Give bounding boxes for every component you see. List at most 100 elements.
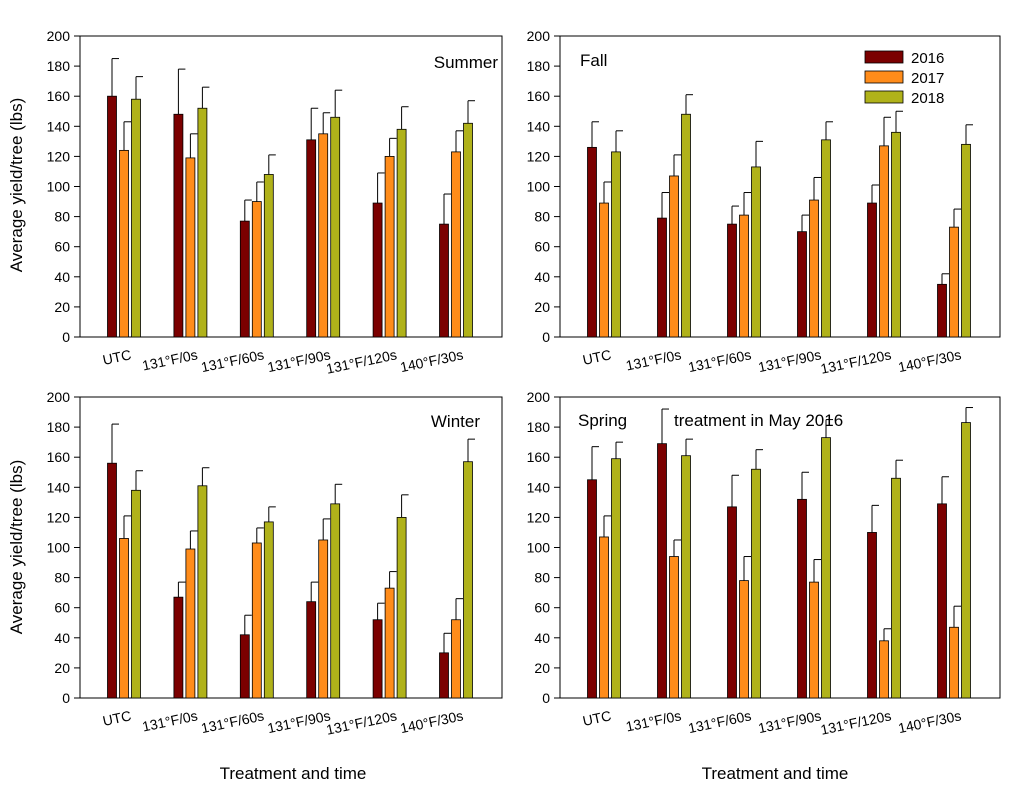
bar-winter-2017-2 — [251, 542, 262, 699]
x-tick-label: 131°F/0s — [624, 707, 682, 734]
bar-fall-2016-0 — [587, 146, 597, 338]
y-tick-label: 40 — [534, 269, 550, 285]
bar-spring-2018-2 — [751, 468, 761, 699]
y-tick-label: 80 — [534, 209, 550, 225]
bar-summer-2016-5 — [439, 223, 449, 338]
bar-winter-2017-5 — [451, 619, 461, 699]
y-tick-label: 120 — [47, 509, 71, 525]
y-tick-label: 80 — [534, 570, 550, 586]
y-tick-label: 60 — [534, 239, 550, 255]
y-tick-label: 60 — [54, 600, 70, 616]
y-tick-label: 200 — [47, 28, 71, 44]
x-tick-label: 131°F/0s — [141, 346, 199, 373]
x-tick-label: 140°F/30s — [897, 346, 963, 375]
bar-spring-2016-4 — [867, 532, 877, 699]
legend-swatch-2018 — [864, 90, 904, 104]
legend-label-2018: 2018 — [911, 90, 944, 107]
panel-title: Summer — [434, 53, 499, 72]
bar-winter-2016-3 — [306, 601, 317, 699]
y-tick-label: 140 — [47, 479, 71, 495]
y-tick-label: 40 — [54, 269, 70, 285]
x-tick-label: 131°F/60s — [687, 707, 753, 736]
bar-fall-2018-2 — [751, 166, 761, 338]
bar-winter-2016-5 — [439, 652, 449, 699]
bar-summer-2018-1 — [197, 107, 208, 338]
bar-winter-2016-1 — [173, 596, 184, 699]
panel-title: Winter — [431, 412, 480, 431]
x-tick-label: 131°F/0s — [141, 707, 199, 734]
x-tick-label: 131°F/60s — [200, 346, 266, 375]
bar-summer-2017-0 — [119, 149, 129, 338]
bar-winter-2016-4 — [372, 619, 383, 699]
bar-summer-2018-4 — [396, 128, 407, 338]
x-tick-label: 131°F/120s — [819, 707, 893, 738]
y-axis-label-top: Average yield/tree (lbs) — [7, 98, 26, 273]
bar-winter-2017-0 — [119, 538, 129, 699]
y-tick-label: 120 — [527, 509, 551, 525]
panel-title: Spring — [578, 411, 627, 430]
y-tick-label: 180 — [527, 58, 551, 74]
x-tick-label: 131°F/90s — [266, 707, 332, 736]
y-tick-label: 100 — [527, 179, 551, 195]
panel-title: Fall — [580, 51, 607, 70]
x-tick-label: 131°F/120s — [325, 346, 399, 377]
bar-summer-2017-3 — [318, 133, 329, 338]
legend-swatch-2016 — [864, 50, 904, 64]
x-tick-label: 140°F/30s — [399, 707, 465, 736]
x-tick-label: 131°F/60s — [687, 346, 753, 375]
bar-summer-2018-0 — [131, 98, 141, 338]
y-tick-label: 180 — [47, 58, 71, 74]
bar-spring-2016-3 — [797, 498, 807, 699]
bar-spring-2018-3 — [821, 437, 831, 699]
bar-summer-2016-3 — [306, 139, 317, 338]
bar-fall-2016-2 — [727, 223, 737, 338]
legend-label-2017: 2017 — [911, 70, 944, 87]
bar-summer-2018-2 — [263, 174, 274, 338]
x-tick-label: UTC — [101, 346, 132, 368]
y-tick-label: 160 — [47, 449, 71, 465]
y-tick-label: 180 — [47, 419, 71, 435]
y-tick-label: 180 — [527, 419, 551, 435]
panel-annotation: treatment in May 2016 — [674, 411, 843, 430]
bar-fall-2016-3 — [797, 231, 807, 338]
bar-summer-2017-2 — [251, 201, 262, 338]
bar-fall-2018-1 — [681, 113, 691, 338]
bar-winter-2017-4 — [384, 587, 395, 699]
bar-summer-2016-2 — [239, 220, 250, 338]
bar-summer-2018-3 — [330, 116, 341, 338]
bar-summer-2017-4 — [384, 155, 395, 338]
y-tick-label: 140 — [527, 479, 551, 495]
bar-fall-2018-5 — [961, 143, 971, 338]
bar-fall-2017-3 — [809, 199, 819, 338]
bar-winter-2016-2 — [239, 634, 250, 699]
bar-spring-2017-3 — [809, 581, 819, 699]
x-tick-label: UTC — [581, 346, 612, 368]
x-tick-label: 131°F/120s — [325, 707, 399, 738]
bar-spring-2016-1 — [657, 443, 667, 699]
y-tick-label: 200 — [47, 389, 71, 405]
x-tick-label: 131°F/90s — [266, 346, 332, 375]
y-tick-label: 100 — [527, 540, 551, 556]
y-tick-label: 160 — [527, 449, 551, 465]
bar-fall-2018-0 — [611, 151, 621, 338]
bar-summer-2016-0 — [107, 95, 117, 338]
bar-fall-2017-5 — [949, 226, 959, 338]
bar-fall-2018-3 — [821, 139, 831, 338]
x-tick-label: 131°F/90s — [757, 707, 823, 736]
bar-summer-2017-5 — [451, 151, 461, 338]
y-tick-label: 80 — [54, 570, 70, 586]
bar-fall-2016-1 — [657, 217, 667, 338]
bar-spring-2018-1 — [681, 455, 691, 699]
x-tick-label: 140°F/30s — [897, 707, 963, 736]
y-tick-label: 40 — [54, 630, 70, 646]
y-axis-label-bottom: Average yield/tree (lbs) — [7, 460, 26, 635]
y-tick-label: 140 — [47, 118, 71, 134]
bar-fall-2016-4 — [867, 202, 877, 338]
bar-fall-2017-1 — [669, 175, 679, 338]
bar-spring-2016-2 — [727, 506, 737, 699]
bar-spring-2017-4 — [879, 640, 889, 699]
x-axis-label-left: Treatment and time — [220, 764, 367, 783]
x-tick-label: UTC — [581, 707, 612, 729]
